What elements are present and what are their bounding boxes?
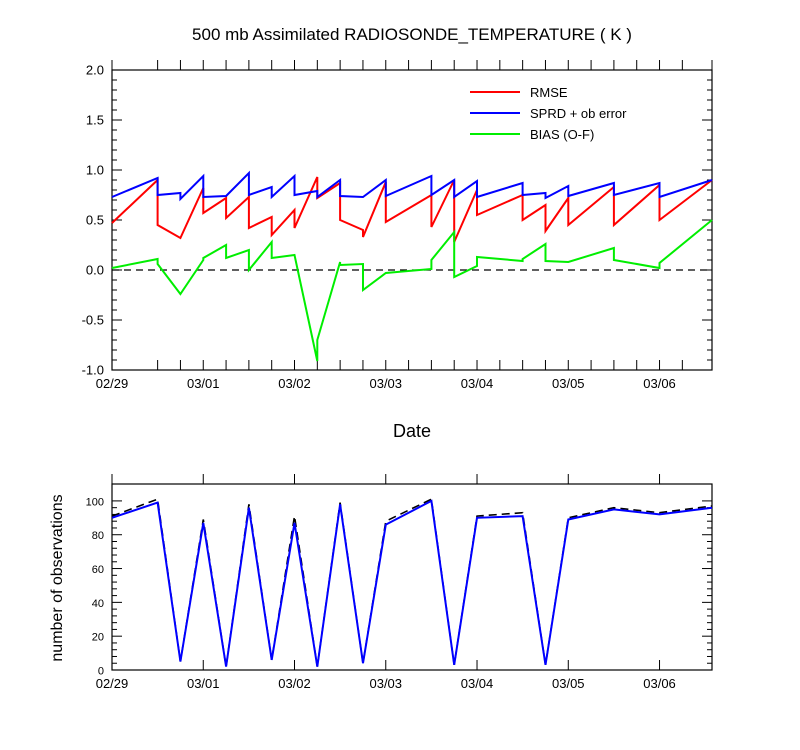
x-tick-label: 03/01 xyxy=(187,376,220,391)
y-tick-label: -0.5 xyxy=(82,313,104,328)
x-tick-label: 03/01 xyxy=(187,676,220,691)
y-tick-label: 0.5 xyxy=(86,213,104,228)
y-tick-label: 20 xyxy=(92,632,104,644)
y-tick-label: 1.0 xyxy=(86,163,104,178)
bottom-plot: 0 20 40 60 80 100 02/29 03/01 03/02 03/03 03/04 03/… xyxy=(86,474,713,691)
y-tick-label: 0 xyxy=(98,666,104,678)
y-tick-label: 0.0 xyxy=(86,263,104,278)
chart-title: 500 mb Assimilated RADIOSONDE_TEMPERATUR… xyxy=(192,25,632,44)
x-tick-label: 03/06 xyxy=(643,376,676,391)
x-tick-label: 03/05 xyxy=(552,376,585,391)
y-axis-label-observations: number of observations xyxy=(49,494,66,661)
x-tick-label: 03/05 xyxy=(552,676,585,691)
plot-frame xyxy=(111,483,713,671)
x-axis-label: Date xyxy=(393,421,431,441)
legend-label-rmse: RMSE xyxy=(530,85,568,100)
x-tick-label: 03/03 xyxy=(369,376,402,391)
x-tick-label: 03/02 xyxy=(278,676,311,691)
x-tick-label: 03/04 xyxy=(461,376,494,391)
series-line-observations-possible xyxy=(111,498,713,667)
x-tick-label: 03/04 xyxy=(461,676,494,691)
x-tick-label: 02/29 xyxy=(96,376,129,391)
series-line-observations-used xyxy=(111,499,713,667)
series-line-rmse xyxy=(111,176,713,243)
x-tick-label: 03/06 xyxy=(643,676,676,691)
y-tick-label: 1.5 xyxy=(86,113,104,128)
top-plot: -1.0 -0.5 0.0 0.5 1.0 1.5 2.0 02/29 03/01 03/02 03… xyxy=(82,60,713,391)
legend-label-sprd-ob-error: SPRD + ob error xyxy=(530,106,627,121)
series-line-bias-o-f xyxy=(111,219,713,362)
y-tick-label: 60 xyxy=(92,564,104,576)
y-tick-label: 2.0 xyxy=(86,63,104,78)
y-tick-label: -1.0 xyxy=(82,363,104,378)
y-tick-label: 40 xyxy=(92,598,104,610)
series-line-sprd-ob-error xyxy=(111,170,713,202)
y-tick-label: 80 xyxy=(92,530,104,542)
x-tick-label: 03/02 xyxy=(278,376,311,391)
x-tick-label: 03/03 xyxy=(369,676,402,691)
legend-label-bias-o-f: BIAS (O-F) xyxy=(530,127,594,142)
x-tick-label: 02/29 xyxy=(96,676,129,691)
y-tick-label: 100 xyxy=(86,496,104,508)
